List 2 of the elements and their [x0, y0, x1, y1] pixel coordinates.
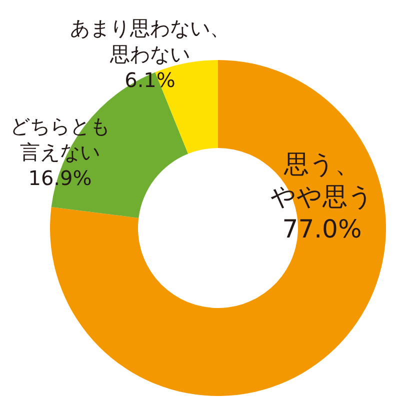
slice-label: あまり思わない、思わない — [70, 16, 230, 66]
data-label: 6.1% — [124, 68, 176, 92]
